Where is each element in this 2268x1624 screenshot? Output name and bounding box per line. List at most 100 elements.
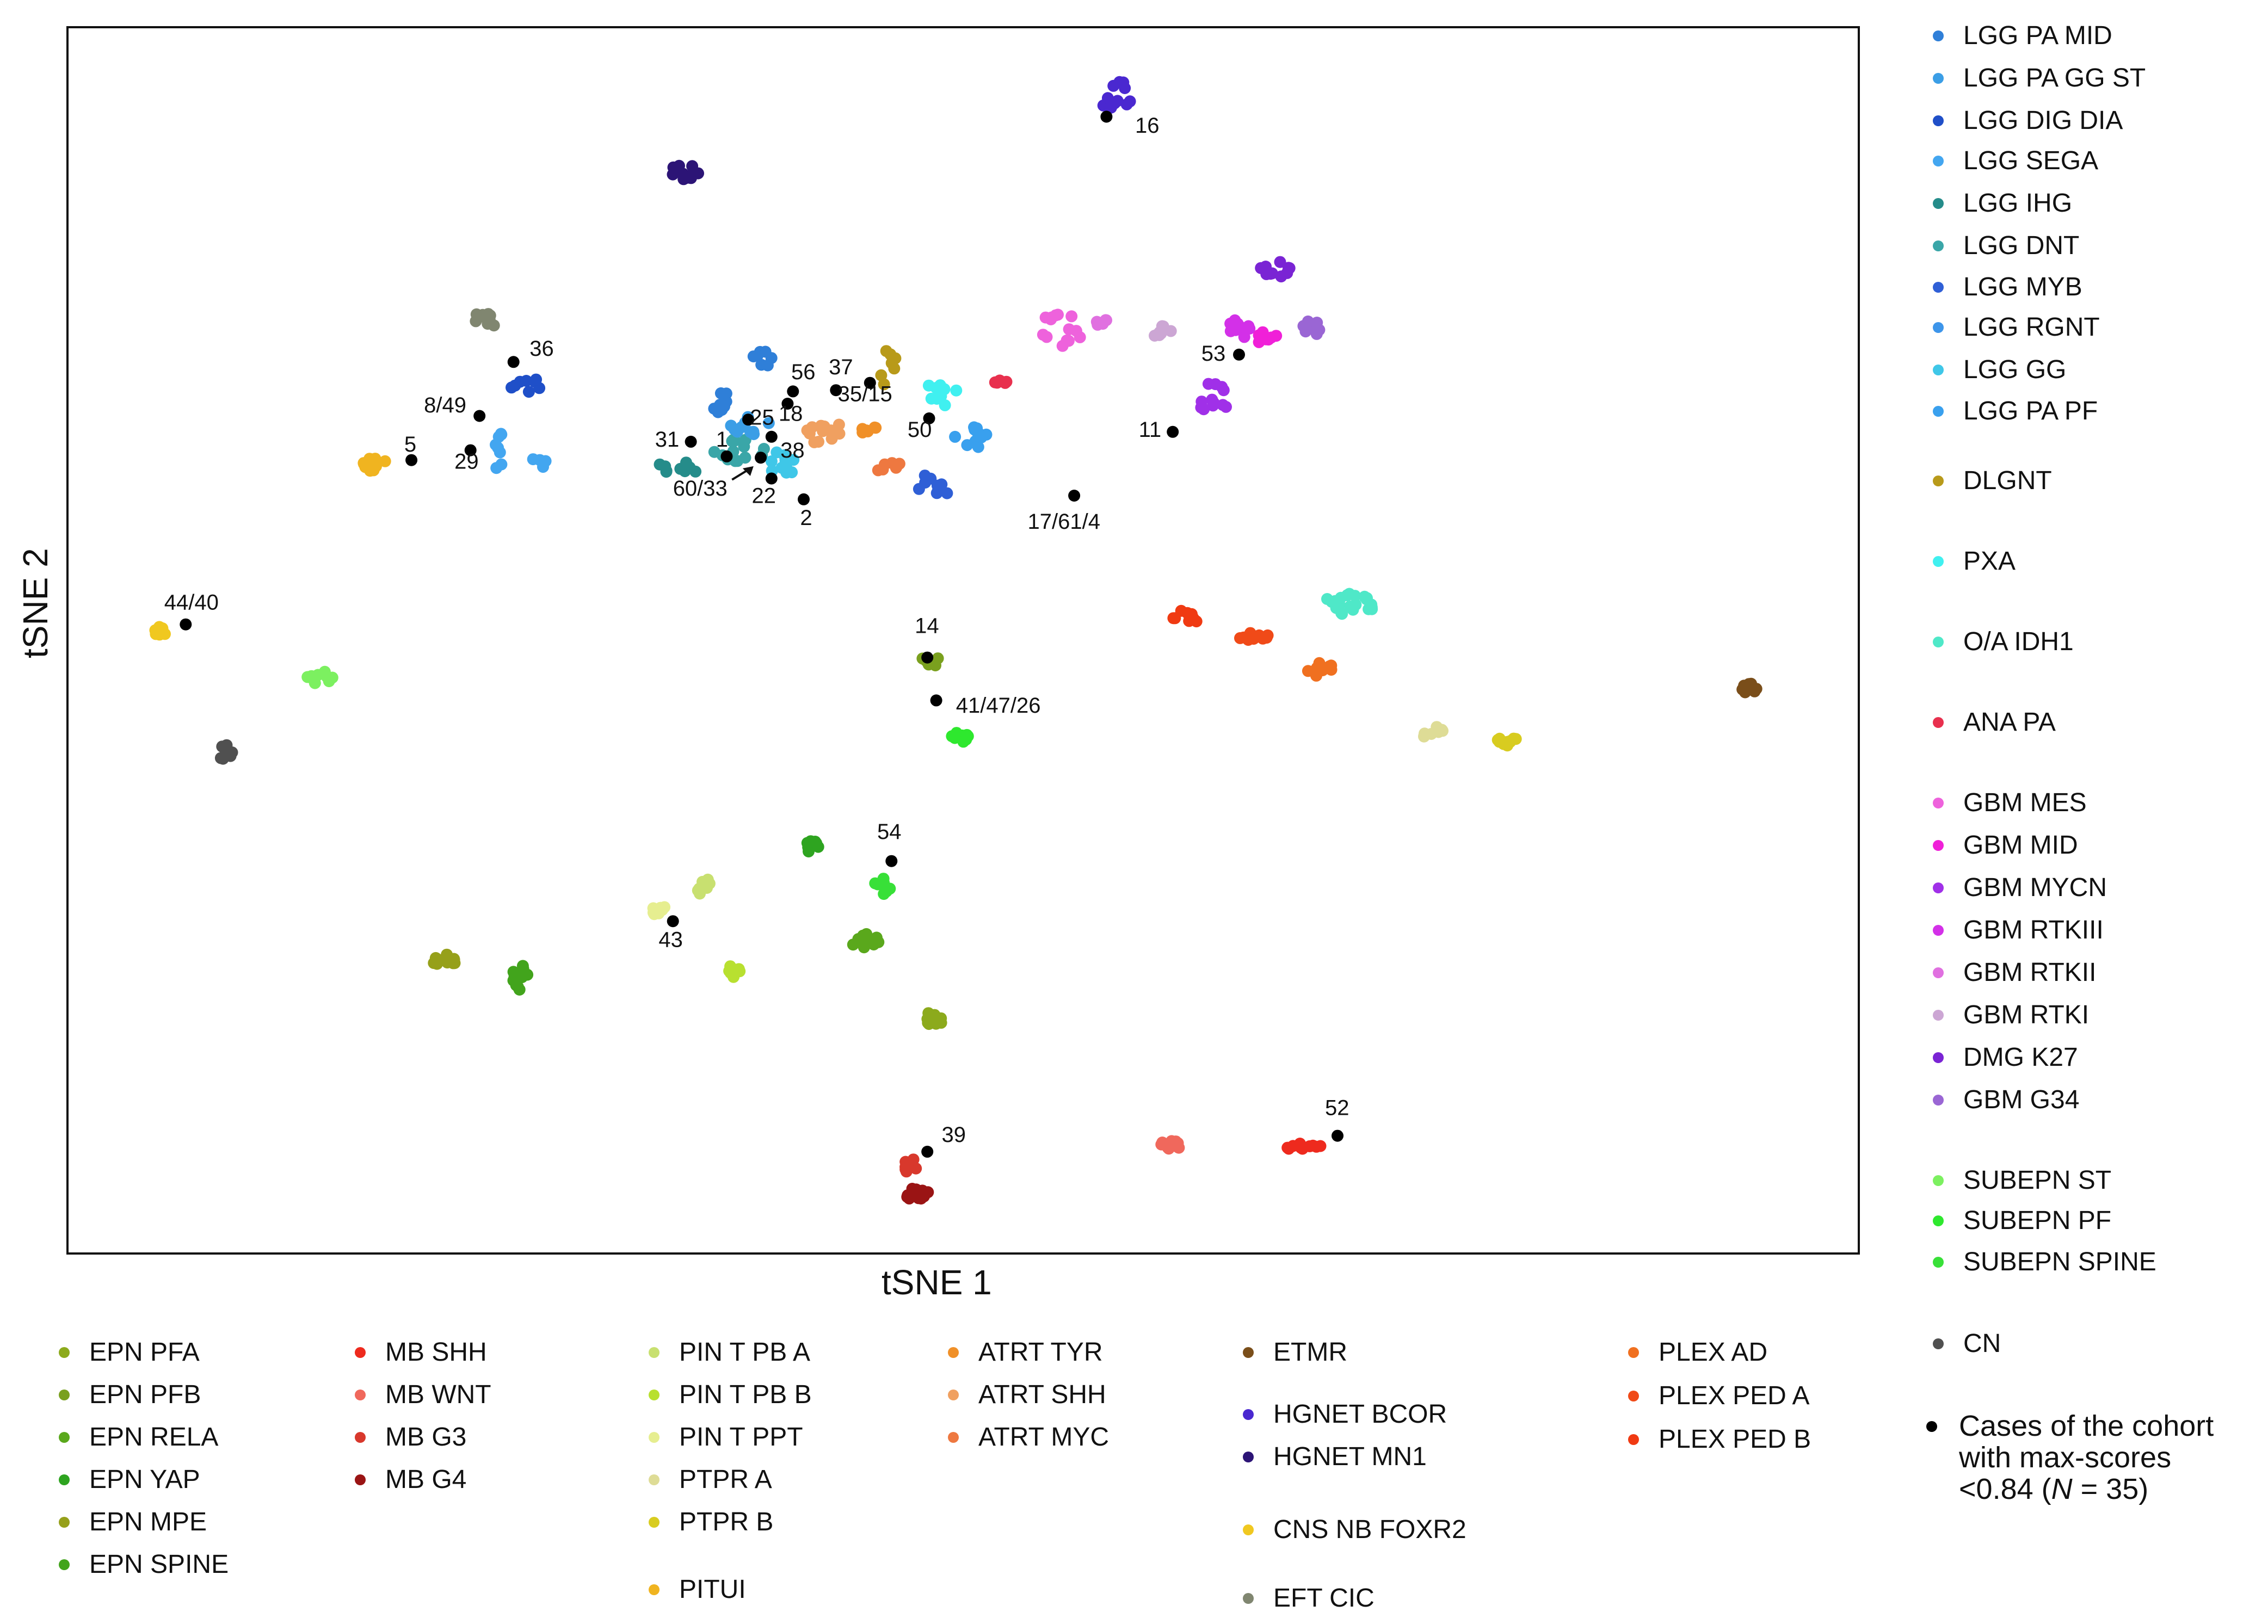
- data-point: [935, 478, 948, 491]
- legend-item: LGG PA MID: [1933, 21, 2112, 51]
- legend-label: ATRT TYR: [978, 1338, 1103, 1367]
- legend-label: O/A IDH1: [1963, 627, 2074, 656]
- cluster-atrt-shh: [801, 418, 846, 448]
- legend-item: ANA PA: [1933, 707, 2056, 738]
- data-point: [922, 379, 935, 392]
- legend-label: CN: [1963, 1329, 2001, 1358]
- data-point: [919, 470, 931, 482]
- data-point: [714, 387, 727, 399]
- data-point: [1207, 399, 1219, 412]
- legend-label: HGNET BCOR: [1273, 1400, 1447, 1429]
- cluster-lgg-pa-mid: [708, 387, 732, 418]
- case-label: 38: [780, 439, 805, 462]
- cohort-case-point: [685, 435, 697, 448]
- legend-item: EPN SPINE: [59, 1549, 229, 1580]
- cluster-hgnet-bcor: [1097, 76, 1136, 114]
- legend-label: MB G3: [385, 1423, 467, 1452]
- cluster-lgg-ihg: [654, 456, 702, 478]
- legend-label: LGG GG: [1963, 355, 2067, 384]
- data-point: [492, 442, 504, 454]
- case-label: 31: [655, 428, 680, 452]
- legend-swatch: [1933, 798, 1944, 808]
- data-point: [1220, 400, 1232, 413]
- data-point: [379, 455, 391, 467]
- cluster-epn-mpe: [428, 948, 461, 970]
- cluster-mb-shh: [1281, 1138, 1327, 1155]
- data-point: [507, 966, 520, 978]
- data-point: [933, 390, 946, 403]
- legend-item: PLEX PED A: [1628, 1381, 1809, 1411]
- case-label: 16: [1135, 114, 1160, 138]
- data-point: [1501, 739, 1514, 752]
- cohort-case-point: [180, 618, 192, 631]
- data-point: [522, 386, 535, 398]
- cluster-gbm-rtkiii: [1224, 314, 1256, 343]
- data-point: [1040, 331, 1053, 343]
- cluster-etmr: [1736, 677, 1762, 699]
- legend-label: MB G4: [385, 1465, 467, 1494]
- cohort-case-point: [1100, 110, 1113, 123]
- legend-item: GBM MES: [1933, 788, 2087, 818]
- data-point: [817, 425, 829, 437]
- legend-item: MB WNT: [355, 1380, 491, 1410]
- data-point: [1361, 592, 1373, 604]
- case-label: 5: [404, 433, 416, 456]
- data-point: [875, 369, 888, 381]
- legend-label: GBM RTKIII: [1963, 916, 2104, 944]
- data-point: [1052, 308, 1064, 321]
- legend-swatch: [1933, 1215, 1944, 1226]
- data-point: [1256, 632, 1269, 645]
- legend-label: ATRT SHH: [978, 1380, 1106, 1409]
- legend-swatch: [1933, 282, 1944, 293]
- data-point: [1063, 323, 1075, 336]
- legend-item: LGG SEGA: [1933, 146, 2098, 176]
- legend-item: ETMR: [1243, 1337, 1347, 1368]
- cluster-lgg-sega: [490, 428, 508, 459]
- data-point: [833, 418, 845, 431]
- legend-swatch: [1933, 240, 1944, 251]
- cluster-pxa: [922, 379, 963, 411]
- cluster-mb-g3: [899, 1153, 922, 1178]
- data-point: [923, 1018, 935, 1030]
- data-point: [885, 357, 898, 369]
- cluster-pin-t-ppt: [647, 901, 671, 921]
- legend-item: PXA: [1933, 546, 2016, 577]
- data-point: [1156, 1137, 1169, 1148]
- legend-swatch: [1933, 322, 1944, 333]
- data-point: [1335, 607, 1348, 619]
- legend-item: EPN RELA: [59, 1422, 218, 1453]
- legend-label: PLEX PED A: [1659, 1381, 1810, 1410]
- legend-swatch: [1933, 73, 1944, 84]
- cohort-case-point: [1332, 1129, 1343, 1142]
- legend-swatch: [1933, 30, 1944, 41]
- data-point: [305, 670, 318, 682]
- cluster-mb-g4: [901, 1183, 934, 1205]
- cluster-gbm-mes: [1037, 308, 1086, 352]
- data-point: [989, 376, 1001, 388]
- legend-label: MB SHH: [385, 1338, 487, 1367]
- legend-item: PLEX AD: [1628, 1337, 1767, 1368]
- cluster-lgg-dig-dia: [506, 373, 546, 398]
- data-point: [1065, 310, 1078, 323]
- legend-item: PTPR A: [649, 1465, 772, 1495]
- case-label: 17/61/4: [1028, 510, 1100, 534]
- legend-label: ANA PA: [1963, 708, 2056, 737]
- data-point: [677, 173, 690, 186]
- data-point: [761, 359, 774, 372]
- cluster-atrt-myc: [872, 457, 905, 477]
- cluster-hgnet-mn1: [667, 159, 704, 186]
- data-point: [1224, 325, 1237, 337]
- data-point: [1183, 615, 1195, 627]
- legend-swatch: [355, 1432, 366, 1443]
- data-point: [999, 376, 1012, 389]
- legend-label: SUBEPN ST: [1963, 1166, 2112, 1195]
- data-point: [1247, 633, 1260, 645]
- data-point: [903, 1192, 915, 1205]
- cohort-case-point: [1068, 490, 1081, 502]
- cohort-case-point: [742, 413, 754, 426]
- data-point: [812, 436, 824, 448]
- legend-swatch: [355, 1390, 366, 1400]
- data-point: [488, 319, 500, 332]
- legend-item: PTPR B: [649, 1507, 773, 1537]
